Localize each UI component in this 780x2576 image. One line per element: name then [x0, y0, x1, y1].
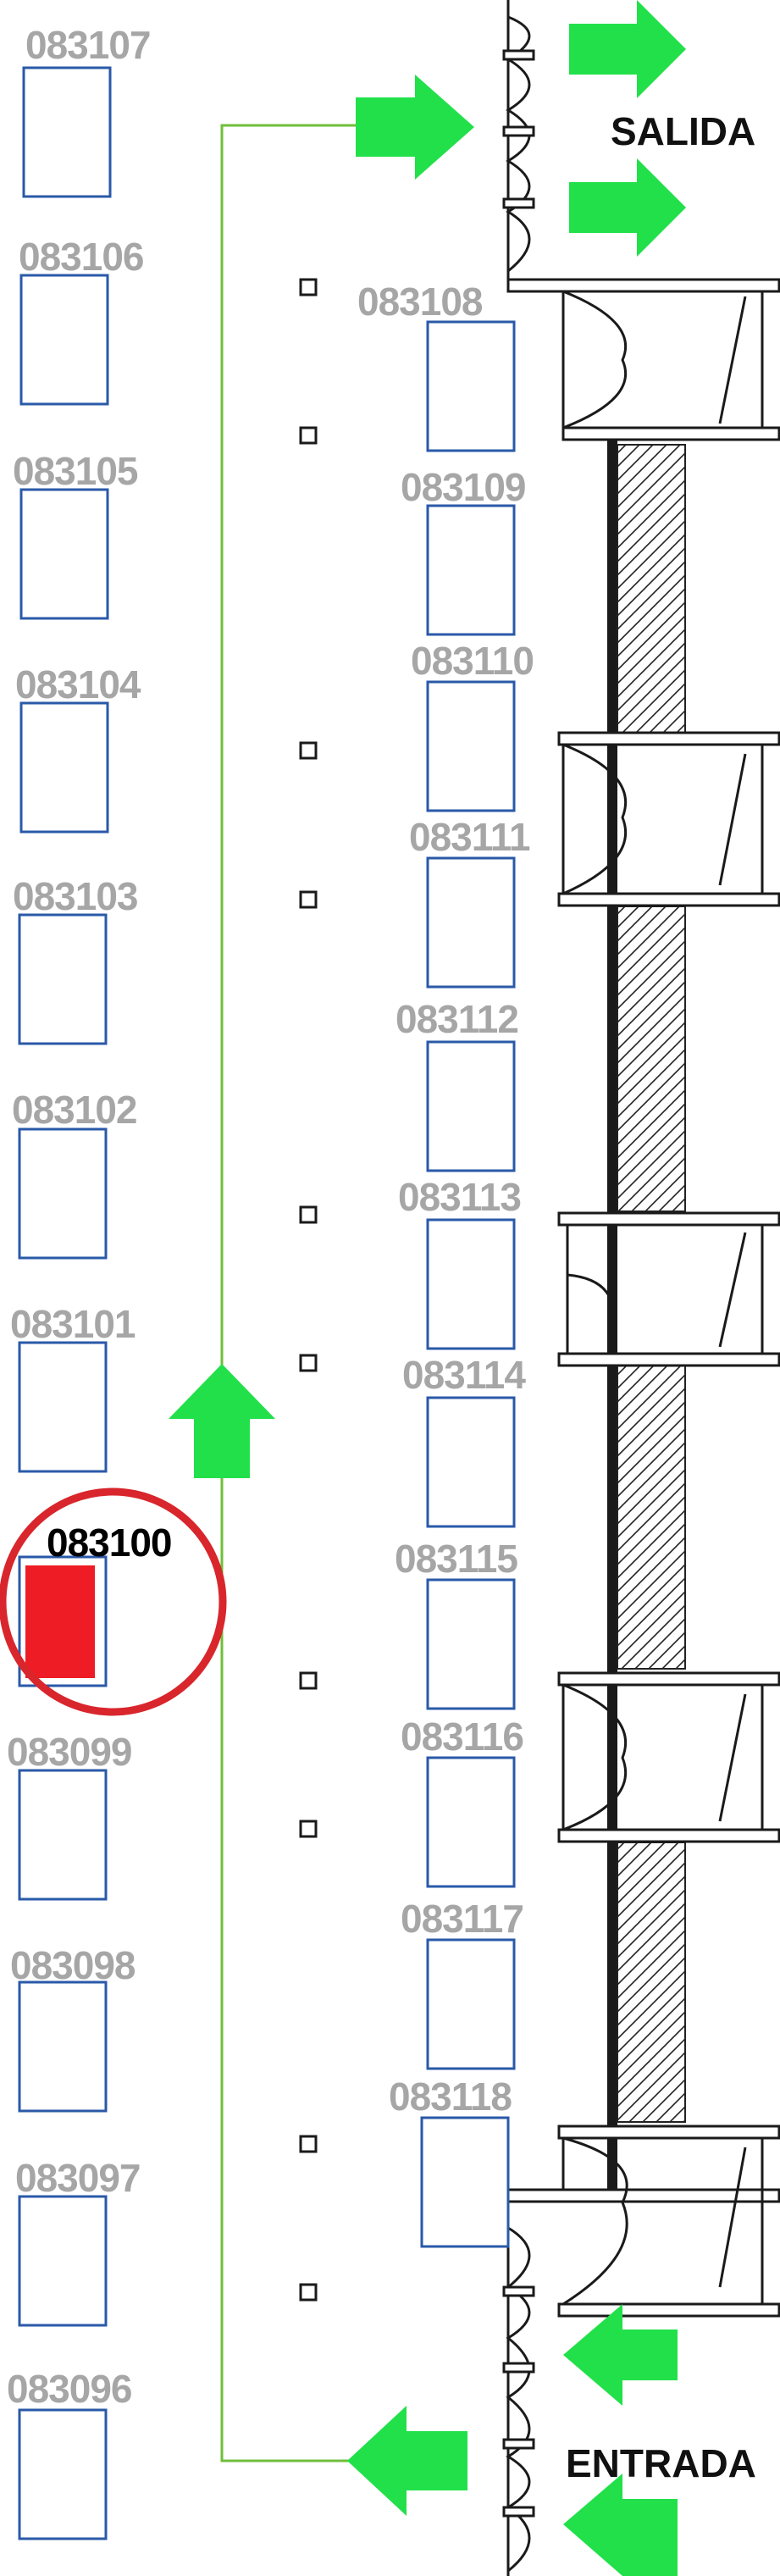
column-square-icon	[299, 2283, 318, 2302]
arrows	[169, 0, 686, 2576]
parking-spot[interactable]	[22, 66, 112, 198]
selected-spot-fill[interactable]	[25, 1565, 95, 1678]
hatched-wall	[617, 1842, 686, 2123]
green-arrow-icon	[356, 75, 474, 180]
green-arrow-icon	[169, 1364, 275, 1478]
spot-label: 083107	[25, 23, 151, 67]
spot-label: 083102	[12, 1088, 137, 1132]
parking-spot[interactable]	[426, 320, 516, 452]
spot-label: 083097	[15, 2156, 141, 2200]
hatched-wall	[617, 1363, 686, 1670]
parking-spot[interactable]	[426, 1396, 516, 1528]
columns	[299, 278, 318, 2302]
parking-spot[interactable]	[426, 1578, 516, 1710]
column-square-icon	[299, 426, 318, 445]
column-square-icon	[299, 1354, 318, 1372]
green-arrow-icon	[563, 2304, 678, 2406]
entrance-sign: ENTRADA	[566, 2441, 756, 2485]
column-square-icon	[299, 2135, 318, 2153]
spot-label: 083099	[7, 1730, 132, 1774]
red-circle-icon	[0, 1487, 227, 1716]
spot-label: 083104	[15, 662, 141, 706]
spot-label: 083114	[402, 1353, 526, 1397]
parking-spot[interactable]	[426, 1040, 516, 1172]
parking-spot[interactable]	[18, 2408, 108, 2540]
parking-spot[interactable]	[426, 1938, 516, 2070]
spot-label: 083113	[398, 1175, 522, 1219]
parking-spot[interactable]	[18, 1341, 108, 1473]
parking-spot[interactable]	[420, 2116, 510, 2248]
green-arrow-icon	[569, 158, 686, 257]
exit-sign: SALIDA	[611, 109, 756, 153]
route-line	[220, 124, 356, 2462]
spot-label-selected: 083100	[47, 1521, 172, 1565]
spot-label: 083096	[7, 2367, 132, 2411]
parking-spot[interactable]	[18, 2195, 108, 2327]
door-blocks	[506, 278, 780, 2318]
door-block	[557, 1671, 780, 1843]
column-square-icon	[299, 1205, 318, 1224]
column-square-icon	[299, 278, 318, 296]
green-arrow-icon	[563, 2474, 678, 2576]
green-arrow-icon	[347, 2406, 467, 2516]
exit-gate	[502, 0, 535, 280]
door-block	[506, 278, 780, 441]
parking-spot[interactable]	[18, 1980, 108, 2113]
column-square-icon	[299, 890, 318, 909]
outer-wall	[607, 440, 617, 2194]
hatched-wall	[617, 906, 686, 1212]
spot-label: 083108	[357, 280, 483, 324]
parking-spot[interactable]	[426, 856, 516, 989]
door-block	[557, 731, 780, 907]
column-square-icon	[299, 1820, 318, 1838]
parking-spot[interactable]	[426, 1756, 516, 1888]
parking-spot[interactable]	[19, 274, 109, 406]
spot-label: 083110	[411, 639, 534, 683]
green-arrow-icon	[569, 0, 686, 98]
spot-label: 083112	[396, 997, 519, 1041]
column-square-icon	[299, 741, 318, 760]
spot-label: 083101	[10, 1302, 136, 1346]
parking-spot[interactable]	[426, 1218, 516, 1350]
spot-label: 083106	[19, 235, 144, 279]
right-spots	[420, 320, 516, 2248]
spot-label: 083105	[13, 449, 138, 493]
parking-spot[interactable]	[18, 1769, 108, 1901]
parking-spot[interactable]	[426, 504, 516, 636]
spot-label: 083111	[409, 815, 530, 859]
spot-label: 083117	[401, 1897, 524, 1941]
hatched-wall-sections	[617, 444, 686, 2123]
column-square-icon	[299, 1671, 318, 1690]
parking-spot[interactable]	[18, 913, 108, 1045]
spot-label: 083116	[401, 1715, 524, 1759]
parking-spot[interactable]	[426, 680, 516, 812]
door-block	[506, 2125, 780, 2318]
parking-spot[interactable]	[18, 1127, 108, 1260]
spot-label: 083115	[395, 1537, 518, 1581]
door-block	[557, 1211, 780, 1367]
spot-label: 083118	[389, 2075, 512, 2119]
parking-spot[interactable]	[19, 701, 109, 834]
hatched-wall	[617, 444, 686, 734]
parking-spot[interactable]	[19, 488, 109, 620]
spot-label: 083103	[13, 874, 138, 918]
entrance-gate	[502, 2202, 535, 2576]
spot-label: 083098	[10, 1943, 136, 1987]
spot-label: 083109	[401, 465, 526, 509]
